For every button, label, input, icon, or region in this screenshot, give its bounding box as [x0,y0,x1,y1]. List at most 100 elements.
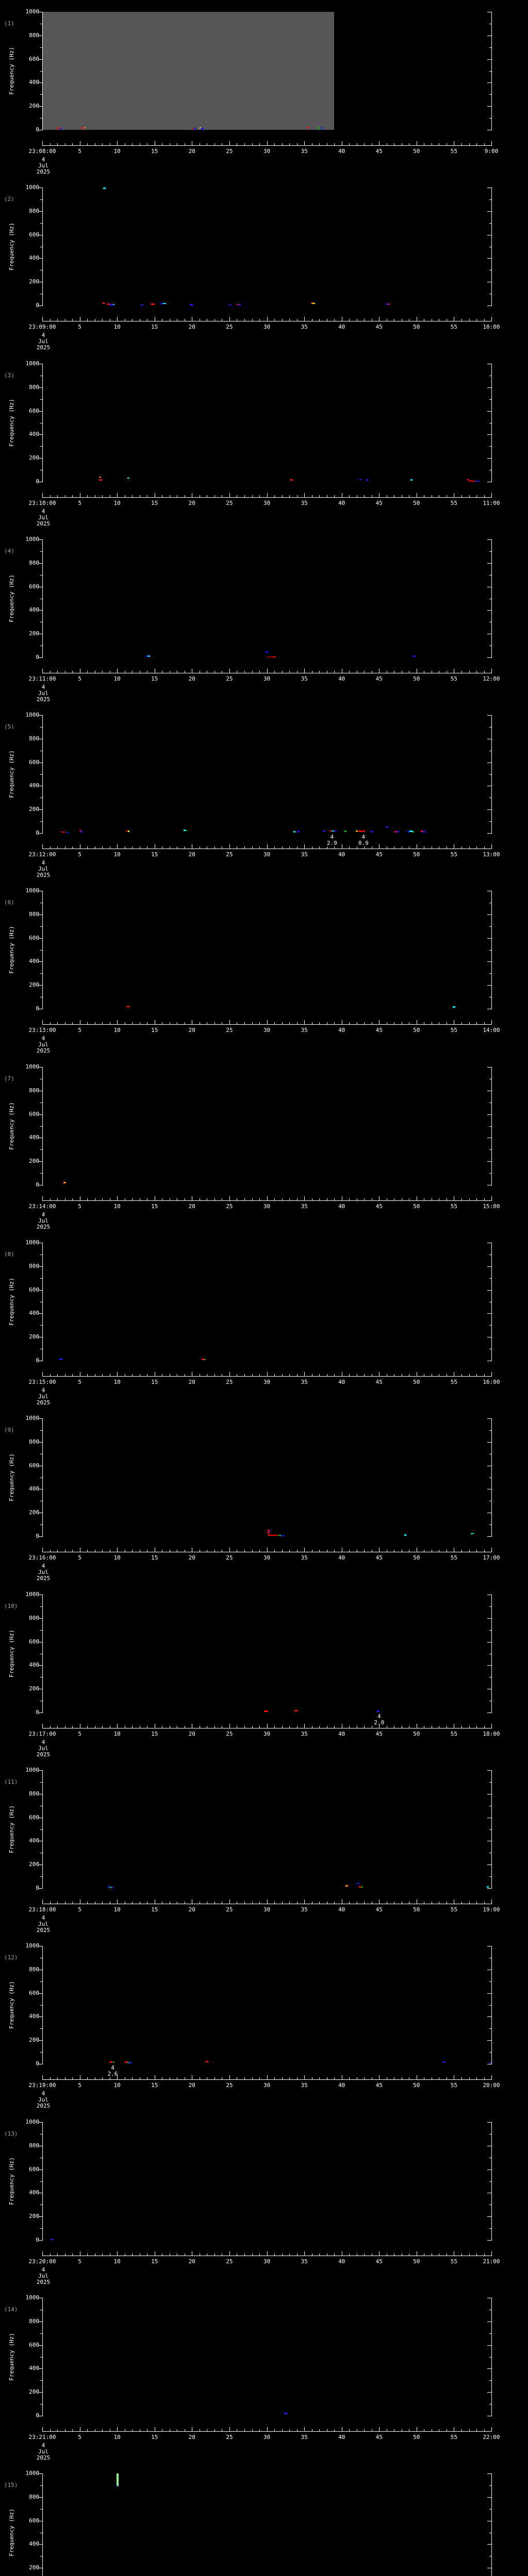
date-day-label: 4 [41,859,45,866]
x-tick [274,143,275,145]
x-tick [267,1020,268,1024]
y-tick [38,1442,42,1443]
y-tick [489,2333,491,2334]
event-speck [59,127,62,129]
x-tick [102,1550,103,1552]
x-tick [484,1374,485,1376]
x-tick-label: 55 [450,500,458,506]
x-tick [304,669,305,673]
x-end-time-label: 22:00 [483,2434,500,2441]
y-tick-label: 800 [29,31,39,39]
x-tick [244,1022,245,1024]
x-tick [72,1022,73,1024]
y-tick [487,2345,491,2346]
y-tick [487,563,491,564]
y-tick-label: 0 [36,1357,39,1364]
x-tick-label: 10 [113,2258,121,2265]
y-tick [489,2380,491,2381]
x-tick-label: 25 [226,1203,233,1210]
event-speck [127,831,130,832]
y-tick [489,1149,491,1150]
x-tick [50,1198,51,1200]
y-tick-label: 1000 [25,360,40,367]
x-tick [87,1550,88,1552]
y-tick [38,1770,42,1771]
x-tick [349,1198,350,1200]
y-axis-title: Frequency (Hz) [8,2333,15,2381]
y-tick [487,2040,491,2041]
event-speck [475,481,480,482]
x-tick [259,2077,260,2079]
x-start-time-label: 23:14:00 [28,1203,56,1210]
event-speck [146,655,148,657]
event-speck [281,1535,285,1536]
x-tick-label: 35 [301,1731,308,1737]
x-tick [461,2429,462,2431]
y-axis-title: Frequency (Hz) [8,223,15,270]
x-tick-label: 35 [301,148,308,155]
x-tick [364,846,365,849]
event-speck [98,476,101,478]
event-speck [108,1886,110,1888]
x-tick [304,1548,305,1552]
event-annotation-line1: 4 [361,834,366,840]
y-tick-label: 400 [29,1310,39,1317]
x-tick-label: 20 [188,324,195,330]
y-tick [40,2485,42,2486]
date-month-label: Jul [38,2273,48,2279]
x-tick [72,2253,73,2256]
x-tick [282,1902,283,1904]
event-speck [394,831,397,833]
x-tick [491,1372,492,1376]
x-tick [57,1902,58,1904]
x-tick [349,2253,350,2256]
x-tick [87,1374,88,1376]
x-tick [267,2251,268,2256]
x-tick [461,319,462,321]
y-tick [40,1630,42,1631]
y-tick-label: 200 [29,1685,39,1692]
x-tick [102,846,103,849]
event-speck [410,479,412,481]
date-month-label: Jul [38,1745,48,1752]
y-tick-label: 600 [29,1989,39,1996]
y-tick [489,1981,491,1982]
x-tick [461,2077,462,2079]
x-tick-label: 55 [450,1027,458,1033]
y-tick [489,2509,491,2510]
x-axis [42,497,492,498]
y-tick-label: 600 [29,2165,39,2173]
date-year-label: 2025 [36,2103,51,2109]
x-tick [319,1374,320,1376]
x-tick-label: 50 [413,1731,420,1737]
x-tick [50,1902,51,1904]
y-tick-label: 400 [29,2013,39,2020]
x-tick-label: 50 [413,2258,420,2265]
x-tick-label: 35 [301,2258,308,2265]
x-tick [334,143,335,145]
x-tick [282,2429,283,2431]
spectrogram-panel: (3) Frequency (Hz) 0 200 400 600 800 1000 5 10 15 2… [0,352,528,528]
x-tick [42,669,43,673]
x-tick [476,2253,477,2256]
y-tick [487,809,491,810]
x-tick [469,1550,470,1552]
y-tick [38,2216,42,2217]
x-tick [491,1900,492,1904]
y-tick [487,211,491,212]
x-tick [491,493,492,497]
y-tick [487,458,491,459]
event-speck [79,829,82,832]
y-tick-label: 200 [29,103,39,110]
x-tick [57,1198,58,1200]
x-tick [491,2075,492,2079]
x-tick [484,2253,485,2256]
x-tick [304,2251,305,2256]
y-tick-label: 0 [36,654,39,660]
y-tick [40,2028,42,2029]
x-tick-label: 50 [413,148,420,155]
y-tick-label: 400 [29,606,39,614]
x-tick [469,1902,470,1904]
x-tick [102,319,103,321]
x-tick [267,1900,268,1904]
